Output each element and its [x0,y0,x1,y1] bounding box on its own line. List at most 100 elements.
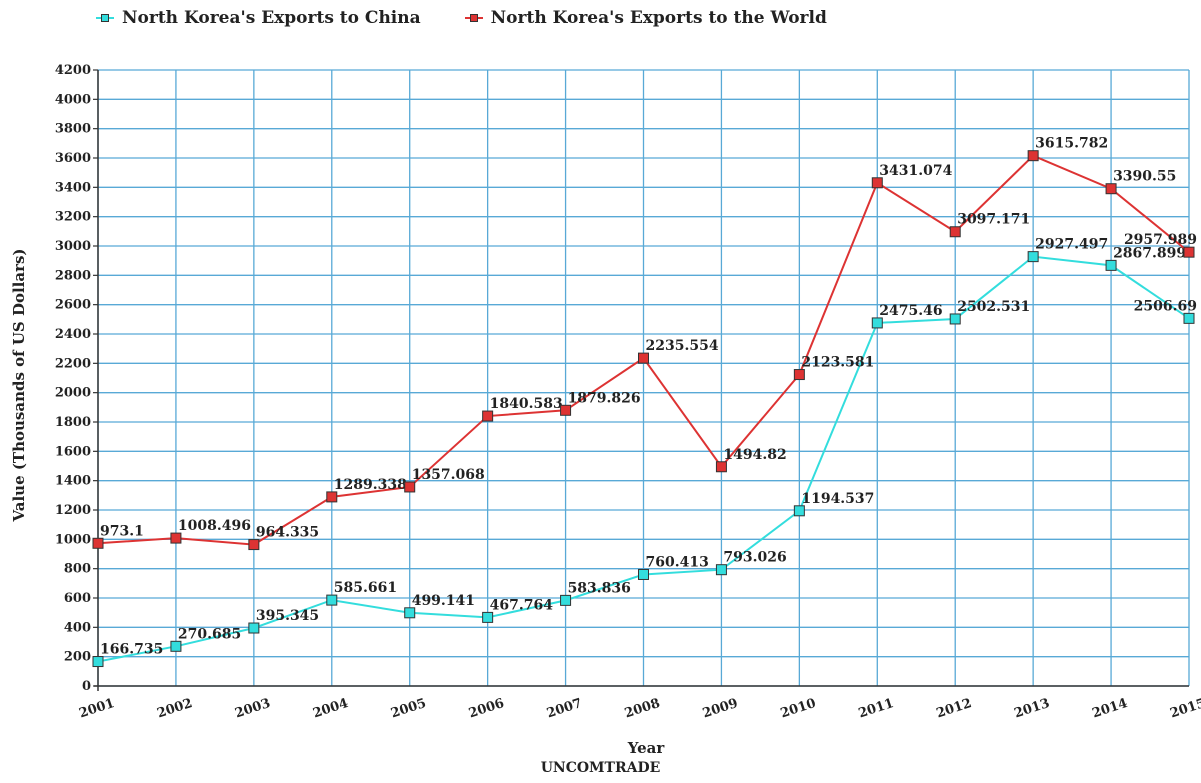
y-tick-label: 3800 [55,122,91,137]
data-point[interactable] [638,352,649,364]
data-point[interactable] [793,505,805,517]
x-tick-label: 2001 [77,696,116,721]
data-point[interactable] [1105,259,1117,271]
data-label: 166.735 [100,642,163,658]
data-point[interactable] [949,313,961,325]
data-point[interactable] [560,594,572,606]
x-tick-label: 2009 [701,696,740,721]
data-label: 3390.55 [1113,169,1176,185]
legend-item-world[interactable]: North Korea's Exports to the World [464,8,827,28]
x-tick-label: 2005 [389,696,428,721]
y-tick-label: 800 [64,562,91,577]
y-tick-label: 2000 [55,386,91,401]
data-point[interactable] [1027,251,1039,263]
x-tick-label: 2008 [623,696,662,721]
y-tick-label: 3000 [55,239,91,254]
x-tick-label: 2007 [545,696,584,721]
x-tick-label: 2006 [467,696,506,721]
data-label: 583.836 [568,580,631,596]
data-label: 2867.899 [1113,245,1186,261]
y-tick-label: 3600 [55,151,91,166]
y-tick-label: 3200 [55,210,91,225]
y-tick-label: 400 [64,620,91,635]
data-label: 270.685 [178,626,241,642]
x-axis-ticks: 2001 2002 2003 2004 2005 2006 2007 2008 2009 2010… [77,696,1201,721]
y-tick-label: 0 [82,679,91,694]
data-point[interactable] [1105,183,1117,195]
data-label: 3615.782 [1035,136,1108,152]
y-tick-label: 1200 [55,503,91,518]
series-world: 973.1 1008.496 964.335 1289.338 1357.068 1840… [92,136,1197,551]
data-label: 2502.531 [957,299,1030,315]
x-tick-label: 2003 [233,696,272,721]
data-label: 1194.537 [801,491,874,507]
x-tick-label: 2013 [1013,696,1052,721]
data-label: 1879.826 [568,390,641,406]
legend-label-world: North Korea's Exports to the World [490,8,827,28]
data-label: 1357.068 [412,467,485,483]
y-tick-label: 600 [64,591,91,606]
data-point[interactable] [482,611,494,623]
y-axis-title: Value (Thousands of US Dollars) [10,248,28,522]
y-tick-label: 4000 [55,92,91,107]
x-tick-label: 2012 [935,696,974,721]
data-point[interactable] [949,226,961,238]
y-tick-label: 1400 [55,474,91,489]
data-label: 1008.496 [178,518,251,534]
data-label: 1289.338 [334,477,407,493]
y-tick-label: 1600 [55,444,91,459]
series-china: 166.735 270.685 395.345 585.661 499.141 467.7… [92,237,1197,668]
y-tick-label: 1000 [55,532,91,547]
x-tick-label: 2015 [1168,696,1201,721]
y-tick-label: 2200 [55,356,91,371]
data-point[interactable] [248,539,260,551]
data-point[interactable] [793,369,805,381]
x-tick-label: 2002 [155,696,194,721]
data-point[interactable] [638,568,649,580]
data-label: 1494.82 [723,447,786,463]
data-label: 793.026 [723,550,786,566]
legend-item-china[interactable]: North Korea's Exports to China [96,8,421,28]
x-axis-title: Year [627,739,666,757]
data-point[interactable] [482,410,494,422]
legend-label-china: North Korea's Exports to China [122,8,421,28]
data-point[interactable] [404,607,416,619]
y-axis-ticks: 0 200 400 600 800 1000 1200 1400 1600 1800 2000 220… [55,63,98,694]
data-point[interactable] [248,622,260,634]
data-point[interactable] [715,564,727,576]
data-label: 3097.171 [957,212,1030,228]
data-point[interactable] [1027,150,1039,162]
data-point[interactable] [871,177,883,189]
data-point[interactable] [326,594,338,606]
data-label: 395.345 [256,608,319,624]
data-point[interactable] [404,481,416,493]
data-point[interactable] [560,404,572,416]
data-label: 2123.581 [801,355,874,371]
data-label: 2506.69 [1134,298,1197,314]
data-point[interactable] [1183,246,1195,258]
data-point[interactable] [92,537,104,549]
data-label: 760.413 [646,554,709,570]
y-tick-label: 200 [64,650,91,665]
data-point[interactable] [92,656,104,668]
data-point[interactable] [1183,312,1195,324]
x-tick-label: 2011 [857,696,896,721]
x-tick-label: 2014 [1090,696,1129,721]
data-label: 2235.554 [646,338,719,354]
data-point[interactable] [170,640,182,652]
data-point[interactable] [715,461,727,473]
data-label: 973.1 [100,523,144,539]
legend-swatch-china [96,13,114,23]
data-point[interactable] [871,317,883,329]
y-tick-label: 3400 [55,180,91,195]
data-label: 964.335 [256,525,319,541]
legend-swatch-world [464,13,483,23]
y-tick-label: 2800 [55,268,91,283]
y-tick-label: 1800 [55,415,91,430]
data-point[interactable] [326,491,338,503]
data-label: 2475.46 [879,303,942,319]
data-point[interactable] [170,532,182,544]
data-label: 2957.989 [1124,232,1197,248]
x-tick-label: 2010 [779,696,818,721]
